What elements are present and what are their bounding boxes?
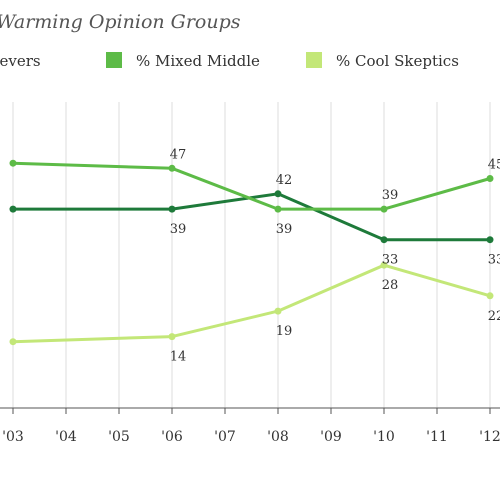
- data-point-1-2: [274, 205, 282, 213]
- value-label-0-4: 33: [488, 253, 500, 268]
- value-label-0-3: 33: [382, 253, 399, 268]
- series-lines: [12, 161, 491, 344]
- value-label-0-1: 39: [170, 222, 187, 237]
- data-point-2-1: [168, 333, 176, 341]
- value-label-0-2: 42: [276, 173, 293, 188]
- x-tick-label-5: '08: [267, 429, 289, 445]
- data-point-1-3: [380, 205, 388, 213]
- data-point-1-1: [168, 164, 176, 172]
- legend-label-2: % Cool Skeptics: [336, 52, 459, 70]
- x-tick-label-6: '09: [320, 429, 342, 445]
- legend-label-1: % Mixed Middle: [136, 52, 260, 70]
- data-point-2-2: [274, 307, 282, 315]
- legend-swatch-1: [106, 52, 122, 68]
- data-point-0-4: [486, 236, 494, 244]
- x-tick-label-2: '05: [108, 429, 130, 445]
- series-line-1: [12, 161, 491, 211]
- chart-title: Warming Opinion Groups: [0, 11, 241, 33]
- value-label-1-3: 39: [382, 188, 399, 203]
- x-tick-label-3: '06: [161, 429, 183, 445]
- legend-label-0: Believers: [0, 52, 41, 70]
- value-label-2-3: 28: [382, 278, 399, 293]
- data-point-0-0: [9, 205, 17, 213]
- legend: Believers % Mixed Middle % Cool Skeptics: [0, 52, 459, 70]
- data-point-2-4: [486, 292, 494, 300]
- data-point-2-3: [380, 261, 388, 269]
- value-label-1-4: 45: [488, 158, 500, 173]
- value-label-1-1: 47: [170, 147, 187, 162]
- value-label-2-2: 19: [276, 324, 293, 339]
- x-tick-label-0: '03: [2, 429, 24, 445]
- value-label-1-2: 39: [276, 222, 293, 237]
- data-point-1-0: [9, 159, 17, 167]
- data-point-0-3: [380, 236, 388, 244]
- x-tick-label-9: '12: [479, 429, 500, 445]
- data-point-2-0: [9, 338, 17, 346]
- value-label-2-4: 22: [488, 309, 500, 324]
- value-label-2-1: 14: [170, 350, 187, 365]
- data-point-0-2: [274, 190, 282, 198]
- x-axis-ticks: '03 '04 '05 '06 '07 '08 '09 '10 '11 '12: [0, 407, 500, 445]
- series-line-2: [12, 263, 491, 344]
- x-tick-label-4: '07: [214, 429, 236, 445]
- x-tick-label-8: '11: [426, 429, 448, 445]
- series-points: [9, 159, 494, 346]
- x-tick-label-7: '10: [373, 429, 395, 445]
- data-labels: 39 42 33 33 47 39 39 45 14 19 28 22: [170, 147, 500, 364]
- data-point-0-1: [168, 205, 176, 213]
- legend-swatch-2: [306, 52, 322, 68]
- data-point-1-4: [486, 175, 494, 182]
- chart-grid: [12, 102, 491, 408]
- x-tick-label-1: '04: [55, 429, 77, 445]
